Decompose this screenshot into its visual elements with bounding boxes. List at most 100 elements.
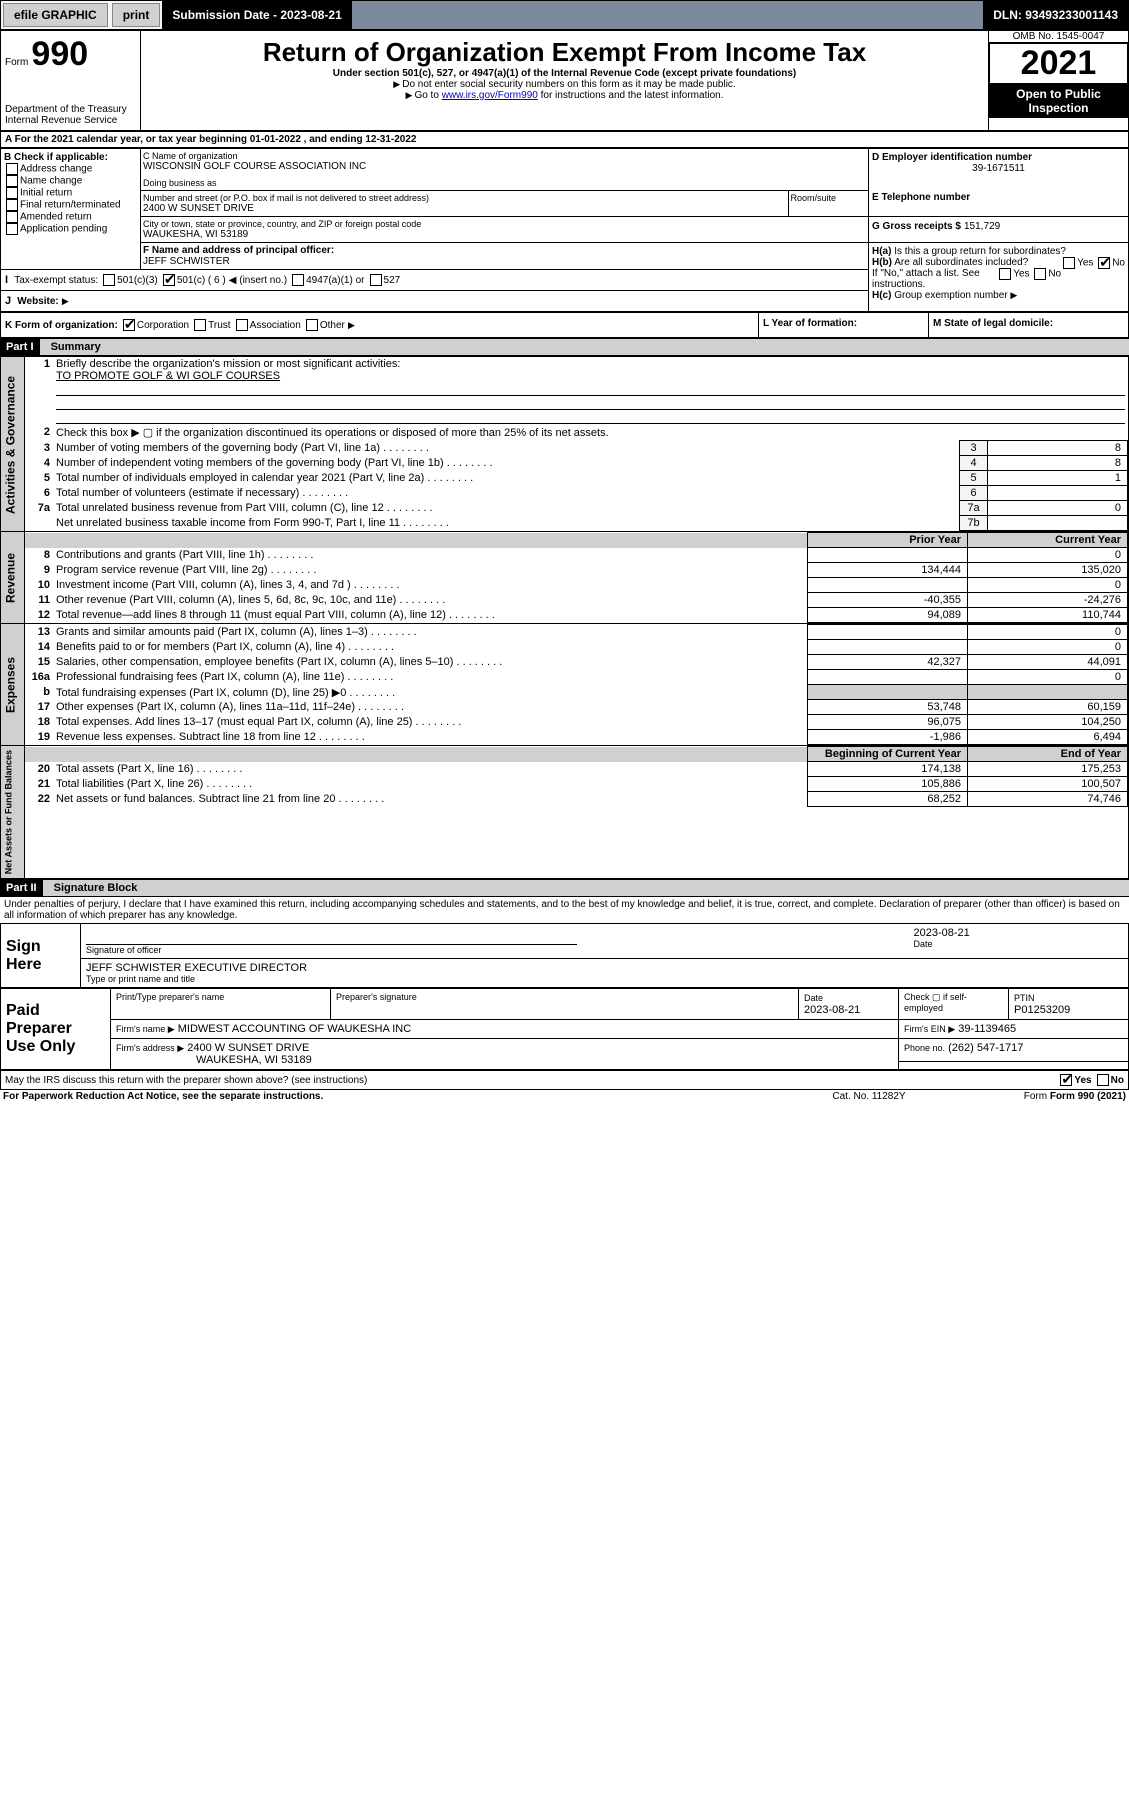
paid-preparer-block: Paid Preparer Use Only Print/Type prepar… bbox=[0, 988, 1129, 1070]
dln-label: DLN: 93493233001143 bbox=[983, 1, 1128, 29]
chk-trust[interactable] bbox=[194, 319, 206, 331]
officer-name: JEFF SCHWISTER EXECUTIVE DIRECTOR bbox=[86, 962, 1123, 974]
officer-name-label: Type or print name and title bbox=[86, 974, 1123, 984]
part1-body: Activities & Governance 1 Briefly descri… bbox=[0, 356, 1129, 879]
chk-other[interactable] bbox=[306, 319, 318, 331]
f-label: F Name and address of principal officer: bbox=[143, 245, 866, 256]
firm-addr1: 2400 W SUNSET DRIVE bbox=[187, 1042, 309, 1054]
note-ssn: Do not enter social security numbers on … bbox=[402, 79, 735, 90]
principal-officer: JEFF SCHWISTER bbox=[143, 256, 866, 267]
chk-address[interactable] bbox=[6, 163, 18, 175]
prep-check-label: Check ▢ if self-employed bbox=[899, 989, 1009, 1020]
sig-date-label: Date bbox=[914, 939, 1124, 949]
i-label: Tax-exempt status: bbox=[14, 275, 98, 286]
chk-527[interactable] bbox=[370, 274, 382, 286]
mission-text: TO PROMOTE GOLF & WI GOLF COURSES bbox=[56, 370, 280, 382]
cat-no: Cat. No. 11282Y bbox=[769, 1090, 969, 1103]
street-label: Number and street (or P.O. box if mail i… bbox=[143, 193, 786, 203]
part1-header: Part I Summary bbox=[0, 338, 1129, 356]
declaration: Under penalties of perjury, I declare th… bbox=[0, 897, 1129, 923]
instructions-link[interactable]: www.irs.gov/Form990 bbox=[442, 90, 538, 101]
l2-text: Check this box ▶ ▢ if the organization d… bbox=[53, 425, 1128, 441]
ha-no[interactable] bbox=[1098, 257, 1110, 269]
hb-label: Are all subordinates included? bbox=[894, 257, 1028, 268]
col-prior: Prior Year bbox=[808, 533, 968, 548]
part2-header: Part II Signature Block bbox=[0, 879, 1129, 897]
city: WAUKESHA, WI 53189 bbox=[143, 229, 866, 240]
dept-label: Department of the Treasury bbox=[5, 104, 136, 115]
discuss-yes[interactable] bbox=[1060, 1074, 1072, 1086]
chk-pending[interactable] bbox=[6, 223, 18, 235]
firm-name: MIDWEST ACCOUNTING OF WAUKESHA INC bbox=[178, 1023, 411, 1035]
chk-4947[interactable] bbox=[292, 274, 304, 286]
form-number: 990 bbox=[31, 35, 88, 73]
city-label: City or town, state or province, country… bbox=[143, 219, 866, 229]
e-label: E Telephone number bbox=[872, 192, 1125, 203]
chk-corp[interactable] bbox=[123, 319, 135, 331]
side-revenue: Revenue bbox=[1, 532, 25, 624]
print-button[interactable]: print bbox=[112, 3, 161, 27]
col-begin: Beginning of Current Year bbox=[808, 747, 968, 762]
hb-yes[interactable] bbox=[999, 268, 1011, 280]
note-goto-post: for instructions and the latest informat… bbox=[538, 90, 724, 101]
entity-block: B Check if applicable: Address change Na… bbox=[0, 148, 1129, 312]
klm-row: K Form of organization: Corporation Trus… bbox=[0, 312, 1129, 338]
dba-label: Doing business as bbox=[143, 178, 866, 188]
col-end: End of Year bbox=[968, 747, 1128, 762]
side-governance: Activities & Governance bbox=[1, 357, 25, 532]
k-label: K Form of organization: bbox=[5, 320, 118, 331]
note-goto-pre: Go to bbox=[414, 90, 441, 101]
c-name-label: C Name of organization bbox=[143, 151, 866, 161]
top-toolbar: efile GRAPHIC print Submission Date - 20… bbox=[0, 0, 1129, 30]
d-label: D Employer identification number bbox=[872, 152, 1125, 163]
ptin: P01253209 bbox=[1014, 1004, 1070, 1016]
form-subtitle: Under section 501(c), 527, or 4947(a)(1)… bbox=[147, 68, 982, 79]
j-label: Website: bbox=[17, 296, 59, 307]
line-a: A For the 2021 calendar year, or tax yea… bbox=[0, 131, 1129, 148]
efile-button[interactable]: efile GRAPHIC bbox=[3, 3, 108, 27]
hb-no[interactable] bbox=[1034, 268, 1046, 280]
prep-date: 2023-08-21 bbox=[804, 1004, 860, 1016]
pra-notice: For Paperwork Reduction Act Notice, see … bbox=[0, 1090, 769, 1103]
form-label: Form bbox=[5, 57, 28, 68]
chk-initial[interactable] bbox=[6, 187, 18, 199]
side-netassets: Net Assets or Fund Balances bbox=[1, 746, 25, 879]
sign-here-label: Sign Here bbox=[1, 924, 81, 988]
tax-year: 2021 bbox=[989, 43, 1128, 84]
form-title: Return of Organization Exempt From Incom… bbox=[147, 37, 982, 68]
chk-final[interactable] bbox=[6, 199, 18, 211]
submission-date: Submission Date - 2023-08-21 bbox=[162, 1, 351, 29]
l1-label: Briefly describe the organization's miss… bbox=[56, 358, 400, 370]
sig-date: 2023-08-21 bbox=[914, 927, 1124, 939]
firm-phone: (262) 547-1717 bbox=[948, 1042, 1023, 1054]
room-label: Room/suite bbox=[791, 193, 867, 203]
chk-501c[interactable] bbox=[163, 274, 175, 286]
ein: 39-1671511 bbox=[872, 163, 1125, 174]
chk-amended[interactable] bbox=[6, 211, 18, 223]
chk-name[interactable] bbox=[6, 175, 18, 187]
firm-addr2: WAUKESHA, WI 53189 bbox=[116, 1054, 312, 1066]
open-inspection: Open to Public Inspection bbox=[989, 84, 1128, 118]
discuss-no[interactable] bbox=[1097, 1074, 1109, 1086]
sig-officer-label: Signature of officer bbox=[86, 945, 904, 955]
m-label: M State of legal domicile: bbox=[933, 318, 1053, 329]
paid-preparer-label: Paid Preparer Use Only bbox=[1, 989, 111, 1070]
l-label: L Year of formation: bbox=[763, 318, 857, 329]
org-name: WISCONSIN GOLF COURSE ASSOCIATION INC bbox=[143, 161, 866, 172]
gross-receipts: 151,729 bbox=[964, 221, 1000, 232]
chk-501c3[interactable] bbox=[103, 274, 115, 286]
form-header: Form 990 Department of the Treasury Inte… bbox=[0, 30, 1129, 131]
col-current: Current Year bbox=[968, 533, 1128, 548]
side-expenses: Expenses bbox=[1, 624, 25, 746]
prep-sig-label: Preparer's signature bbox=[331, 989, 799, 1020]
irs-label: Internal Revenue Service bbox=[5, 115, 136, 126]
chk-assoc[interactable] bbox=[236, 319, 248, 331]
ha-label: Is this a group return for subordinates? bbox=[894, 246, 1066, 257]
prep-name-label: Print/Type preparer's name bbox=[111, 989, 331, 1020]
discuss-row: May the IRS discuss this return with the… bbox=[0, 1070, 1129, 1090]
ha-yes[interactable] bbox=[1063, 257, 1075, 269]
g-label: G Gross receipts $ bbox=[872, 221, 961, 232]
omb-number: OMB No. 1545-0047 bbox=[989, 31, 1128, 43]
toolbar-spacer bbox=[352, 1, 983, 29]
form-footer: Form Form 990 (2021) bbox=[969, 1090, 1129, 1103]
